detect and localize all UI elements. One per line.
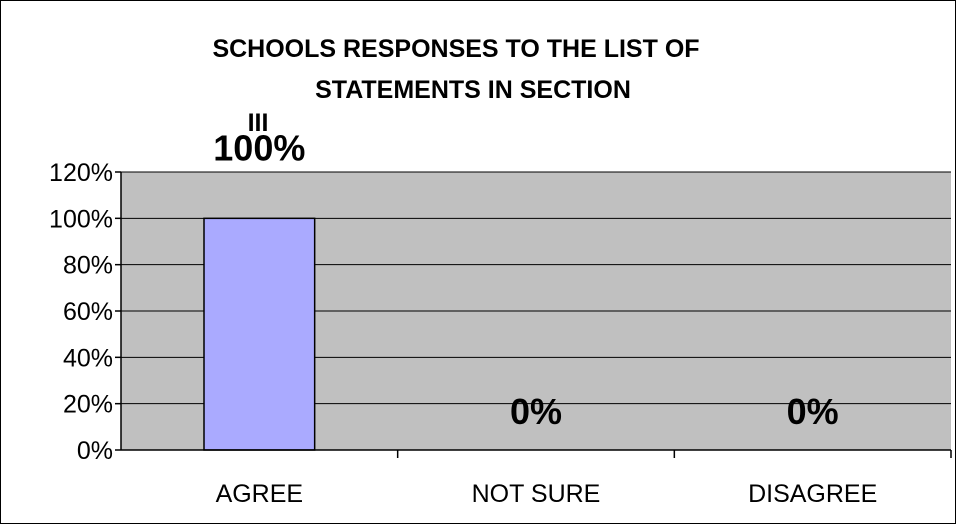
data-label: 100% — [213, 127, 305, 168]
data-label: 0% — [510, 391, 562, 432]
chart-title-line-1: SCHOOLS RESPONSES TO THE LIST OF — [212, 35, 699, 63]
chart-title: SCHOOLS RESPONSES TO THE LIST OF STATEME… — [212, 35, 699, 137]
y-tick-label: 100% — [49, 205, 113, 233]
y-tick-label: 120% — [49, 159, 113, 187]
data-label: 0% — [787, 391, 839, 432]
y-tick-label: 60% — [63, 298, 113, 326]
data-labels: 100% 0% 0% — [213, 127, 838, 432]
x-axis-ticks: AGREE NOT SURE DISAGREE — [216, 450, 952, 508]
chart-title-line-3: III — [248, 109, 269, 137]
x-category-label: NOT SURE — [472, 480, 601, 508]
y-tick-label: 0% — [77, 437, 113, 465]
x-category-label: AGREE — [216, 480, 304, 508]
y-tick-label: 40% — [63, 344, 113, 372]
chart-title-line-2: STATEMENTS IN SECTION — [315, 76, 631, 104]
bars — [203, 217, 316, 451]
bar-agree — [203, 217, 316, 451]
y-tick-label: 80% — [63, 252, 113, 280]
y-axis-ticks: 0% 20% 40% 60% 80% 100% 120% — [49, 159, 121, 465]
x-category-label: DISAGREE — [748, 480, 877, 508]
y-tick-label: 20% — [63, 391, 113, 419]
